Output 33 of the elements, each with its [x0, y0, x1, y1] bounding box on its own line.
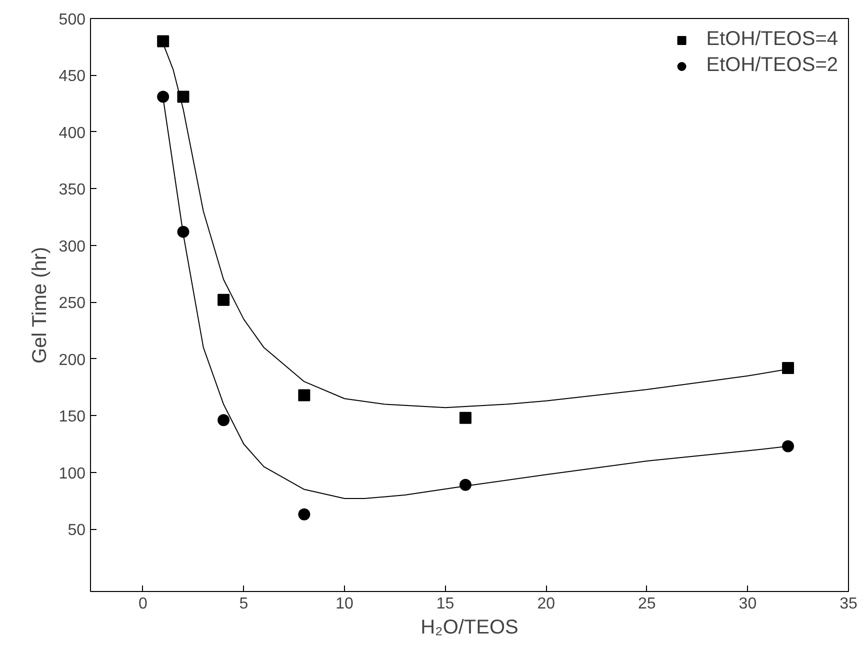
- point: [177, 90, 190, 103]
- y-tick-label: 150: [58, 408, 86, 426]
- point: [459, 412, 472, 424]
- y-axis-title: Gel Time (hr): [28, 246, 51, 364]
- y-tick-label: 400: [58, 124, 86, 142]
- point: [459, 478, 472, 491]
- point: [218, 294, 230, 306]
- legend-label: EtOH/TEOS=2: [706, 54, 838, 77]
- x-tick-label: 15: [436, 596, 454, 612]
- y-tick-label: 200: [58, 352, 86, 369]
- x-tick-label: 30: [738, 596, 757, 612]
- y-tick-label: 100: [58, 465, 86, 482]
- x-tick-label: 20: [537, 596, 556, 612]
- point: [298, 389, 310, 402]
- y-tick-label: 350: [58, 182, 86, 199]
- x-axis-title: H₂O/TEOS: [420, 616, 518, 638]
- y-tick-label: 450: [58, 68, 86, 86]
- x-tick-label: 0: [138, 596, 148, 612]
- point: [298, 508, 310, 520]
- y-tick-label: 300: [58, 238, 86, 256]
- point: [218, 414, 230, 426]
- point: [782, 440, 794, 452]
- point: [157, 90, 170, 103]
- x-tick-label: 5: [239, 596, 248, 612]
- y-tick-label: 50: [68, 522, 86, 540]
- legend-label: EtOH/TEOS=4: [706, 28, 838, 51]
- point: [157, 35, 170, 48]
- x-tick-label: 25: [638, 596, 656, 612]
- y-tick-label: 500: [58, 12, 86, 28]
- x-tick-label: 35: [840, 596, 858, 612]
- y-tick-label: 250: [58, 295, 86, 312]
- point: [782, 362, 794, 374]
- x-tick-label: 10: [336, 596, 354, 612]
